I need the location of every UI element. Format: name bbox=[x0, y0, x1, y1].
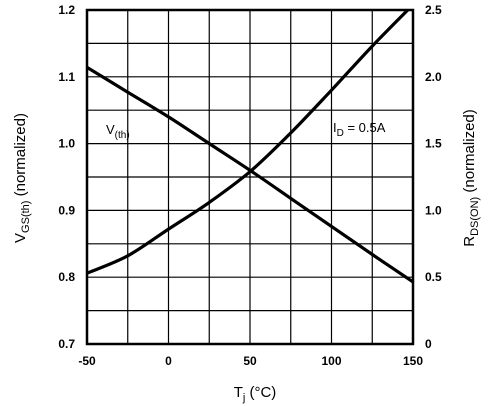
y-right-tick-label: 1.5 bbox=[425, 137, 442, 151]
grid bbox=[87, 10, 413, 344]
y-right-tick-label: 2.5 bbox=[425, 3, 442, 17]
y-right-tick-label: 2.0 bbox=[425, 70, 442, 84]
y-left-tick-label: 1.2 bbox=[58, 3, 75, 17]
x-tick-label: -50 bbox=[78, 354, 96, 368]
x-tick-label: 0 bbox=[165, 354, 172, 368]
tick-labels: -50 0 50 100 150 0.7 0.8 0.9 1.0 1.1 1.2 0 0.5 1.0 1.5… bbox=[58, 3, 442, 368]
y-axis-title-left: VGS(th) (normalized) bbox=[12, 113, 32, 243]
y-left-tick-label: 0.8 bbox=[58, 270, 75, 284]
series-lines bbox=[87, 10, 413, 284]
y-left-tick-label: 0.7 bbox=[58, 337, 75, 351]
x-tick-label: 100 bbox=[321, 354, 341, 368]
y-right-tick-label: 1.0 bbox=[425, 203, 442, 217]
series-rdson-line bbox=[87, 10, 410, 275]
y-left-tick-label: 1.0 bbox=[58, 137, 75, 151]
id-curve-label: ID = 0.5A bbox=[333, 120, 386, 139]
y-axis-title-right: RDS(ON) (normalized) bbox=[461, 109, 481, 246]
y-right-tick-label: 0.5 bbox=[425, 270, 442, 284]
y-right-tick-label: 0 bbox=[425, 337, 432, 351]
x-tick-label: 150 bbox=[403, 354, 423, 368]
plot-frame bbox=[85, 8, 415, 346]
y-left-tick-label: 0.9 bbox=[58, 203, 75, 217]
y-left-tick-label: 1.1 bbox=[58, 70, 75, 84]
x-axis-title: Tj (°C) bbox=[234, 384, 277, 404]
vth-curve-label: V(th) bbox=[106, 122, 130, 141]
x-tick-label: 50 bbox=[243, 354, 257, 368]
